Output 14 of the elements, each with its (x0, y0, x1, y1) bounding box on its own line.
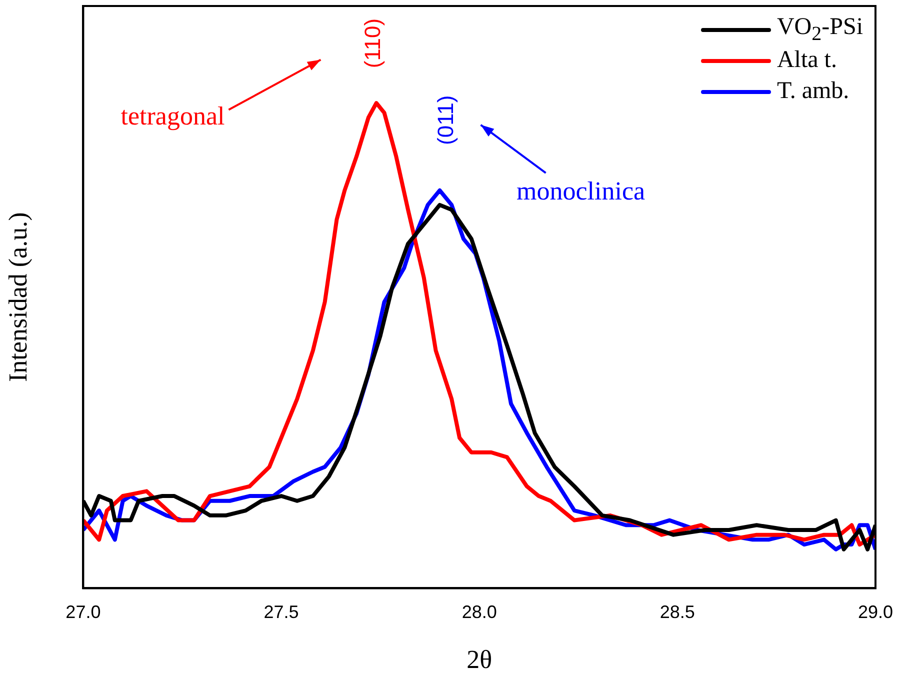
y-axis-title: Intensidad (a.u.) (3, 212, 32, 382)
x-axis-title: 2θ (466, 645, 492, 674)
x-tick-label: 27.5 (264, 602, 299, 622)
legend-label: VO$_{2}$-PSi (776, 14, 863, 46)
annotation: monoclinica (516, 176, 646, 206)
x-tick-label: 27.0 (66, 602, 101, 622)
legend-label: T. amb. (776, 78, 850, 105)
x-tick-label: 29.0 (858, 602, 894, 622)
x-tick-label: 28.0 (462, 602, 497, 622)
legend-label: Alta t. (776, 47, 837, 74)
text: (110) (360, 18, 386, 68)
x-tick-label: 28.5 (660, 602, 695, 622)
annotation: tetragonal (120, 102, 225, 131)
annotation: (011) (432, 95, 458, 145)
